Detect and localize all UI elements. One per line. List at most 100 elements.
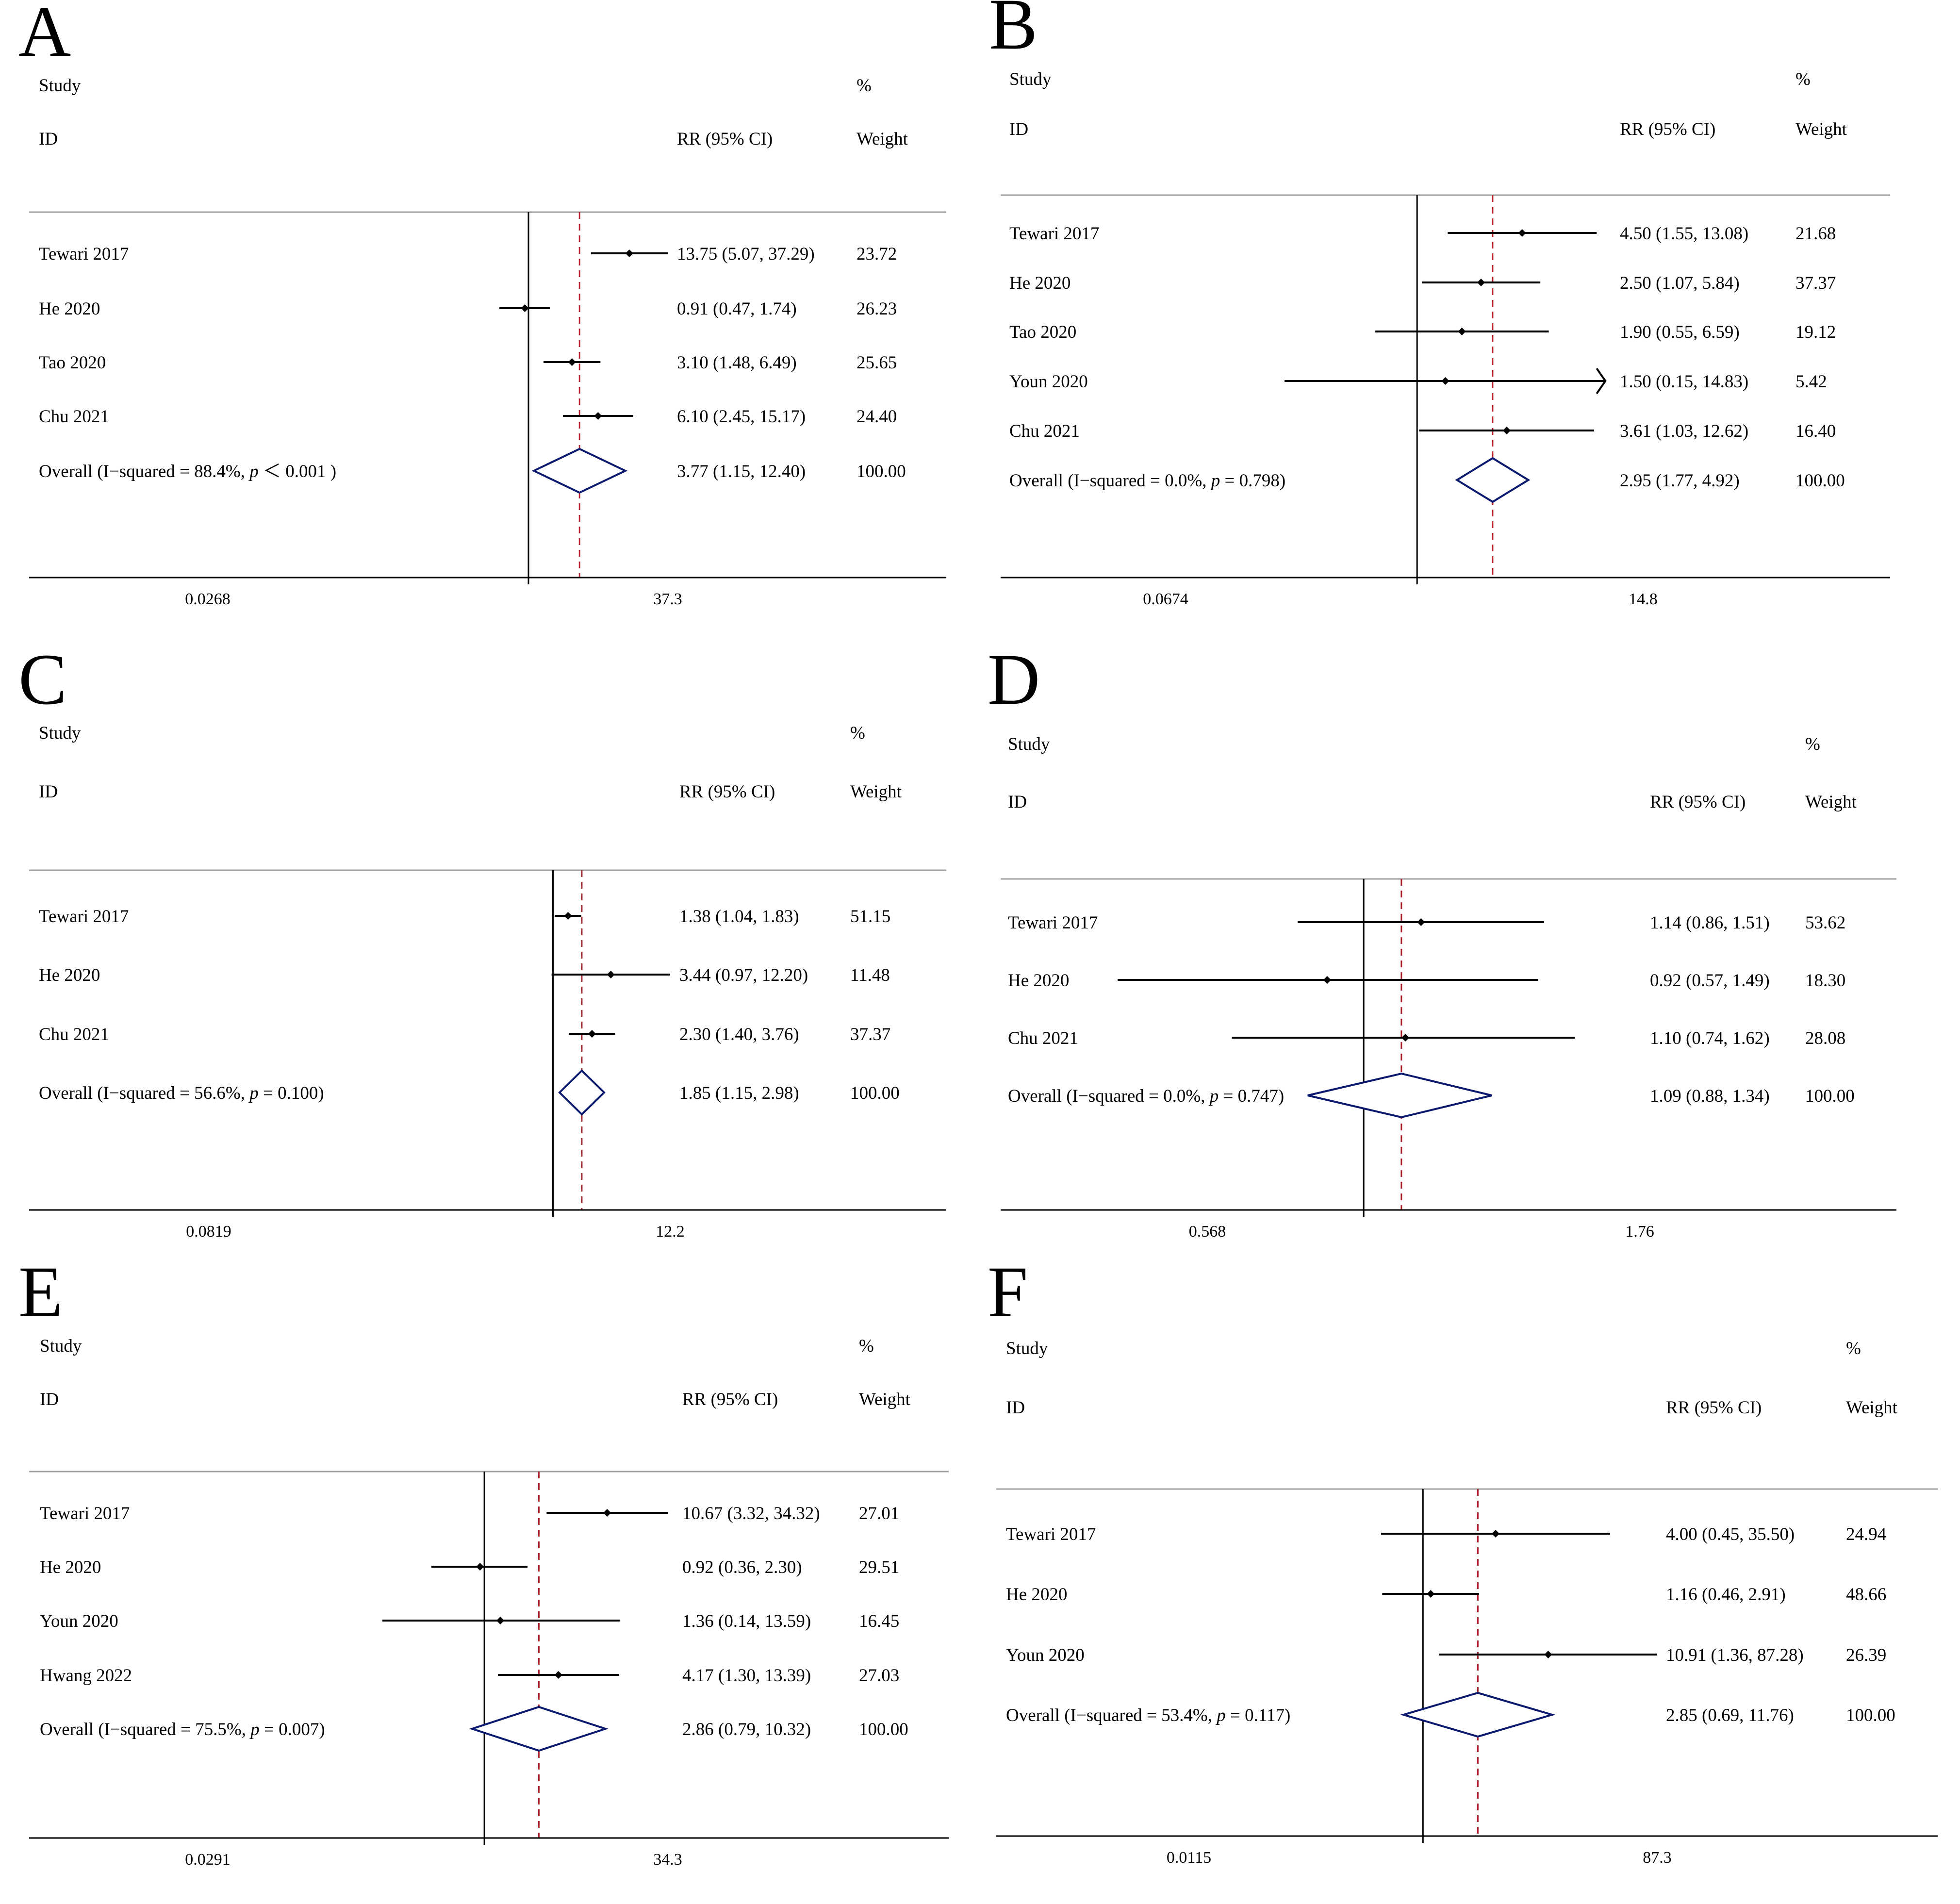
study-name: Youn 2020: [1009, 372, 1088, 392]
point-estimate: [1323, 976, 1331, 984]
header-id: ID: [39, 129, 58, 149]
overall-label: Overall (I−squared = 56.6%, p = 0.100): [39, 1083, 324, 1103]
study-weight: 21.68: [1795, 224, 1836, 244]
panel-c: C Study % ID RR (95% CI) Weight Tewari 2017 1.3…: [18, 639, 946, 1241]
study-weight: 51.15: [850, 907, 890, 927]
point-estimate: [496, 1617, 504, 1624]
study-name: He 2020: [1008, 971, 1069, 991]
header-effect: RR (95% CI): [1666, 1398, 1762, 1418]
study-name: Hwang 2022: [40, 1666, 132, 1686]
overall-diamond: [469, 1705, 609, 1752]
overall-effect-label: 3.77 (1.15, 12.40): [677, 462, 806, 481]
header-study: Study: [1008, 734, 1050, 754]
study-weight: 5.42: [1795, 372, 1827, 392]
study-weight: 26.39: [1846, 1645, 1886, 1665]
study-effect-label: 1.14 (0.86, 1.51): [1650, 913, 1770, 933]
panel-letter: E: [18, 1252, 63, 1332]
x-tick-label: 12.2: [656, 1223, 685, 1241]
point-estimate: [603, 1509, 611, 1517]
study-name: Tewari 2017: [39, 907, 129, 927]
study-effect-label: 1.38 (1.04, 1.83): [679, 907, 799, 927]
header-percent: %: [850, 723, 865, 743]
study-name: Tewari 2017: [39, 244, 129, 264]
study-weight: 26.23: [856, 299, 897, 319]
panel-d: D Study % ID RR (95% CI) Weight Tewari 2017 1.1…: [988, 639, 1896, 1241]
header-id: ID: [1008, 792, 1027, 812]
study-effect-label: 13.75 (5.07, 37.29): [677, 244, 815, 264]
point-estimate: [1417, 918, 1425, 926]
overall-weight: 100.00: [850, 1083, 900, 1103]
study-name: He 2020: [40, 1557, 101, 1577]
panel-letter: D: [988, 639, 1040, 720]
header-percent: %: [1805, 734, 1820, 754]
study-effect-label: 3.10 (1.48, 6.49): [677, 353, 797, 373]
study-effect-label: 10.67 (3.32, 34.32): [682, 1504, 820, 1523]
overall-weight: 100.00: [856, 462, 906, 481]
study-weight: 25.65: [856, 353, 897, 373]
x-tick-label: 0.568: [1189, 1223, 1226, 1241]
point-estimate: [554, 1671, 562, 1679]
panel-f: F Study % ID RR (95% CI) Weight Tewari 2017 4.0…: [988, 1252, 1938, 1867]
study-weight: 16.40: [1795, 421, 1836, 441]
study-weight: 48.66: [1846, 1585, 1886, 1605]
x-tick-label: 0.0819: [186, 1223, 231, 1241]
study-effect-label: 1.16 (0.46, 2.91): [1666, 1585, 1786, 1605]
header-study: Study: [40, 1336, 82, 1356]
point-estimate: [1401, 1034, 1410, 1042]
study-effect-label: 0.91 (0.47, 1.74): [677, 299, 797, 319]
study-effect-label: 10.91 (1.36, 87.28): [1666, 1645, 1804, 1665]
header-percent: %: [1846, 1339, 1861, 1358]
study-name: He 2020: [39, 965, 100, 985]
header-effect: RR (95% CI): [677, 129, 773, 149]
x-tick-label: 0.0115: [1167, 1849, 1211, 1867]
point-estimate: [568, 358, 576, 366]
study-effect-label: 4.00 (0.45, 35.50): [1666, 1524, 1795, 1544]
point-estimate: [1427, 1590, 1435, 1598]
point-estimate: [521, 304, 529, 312]
header-effect: RR (95% CI): [1620, 119, 1715, 139]
overall-diamond: [1455, 457, 1531, 503]
header-id: ID: [40, 1390, 59, 1409]
overall-effect-label: 2.85 (0.69, 11.76): [1666, 1705, 1794, 1725]
point-estimate: [476, 1563, 484, 1571]
point-estimate: [588, 1030, 596, 1038]
overall-label: Overall (I−squared = 75.5%, p = 0.007): [40, 1720, 325, 1739]
panel-a: A Study % ID RR (95% CI) Weight Tewari 2017 13.…: [18, 0, 946, 608]
study-effect-label: 1.90 (0.55, 6.59): [1620, 322, 1740, 342]
overall-diamond: [1307, 1072, 1492, 1119]
study-name: He 2020: [1009, 273, 1071, 293]
study-weight: 23.72: [856, 244, 897, 264]
study-weight: 37.37: [1795, 273, 1836, 293]
study-weight: 18.30: [1805, 971, 1845, 991]
overall-diamond: [1400, 1691, 1556, 1738]
overall-effect-label: 2.95 (1.77, 4.92): [1620, 471, 1740, 491]
header-weight: Weight: [1795, 119, 1847, 139]
study-effect-label: 6.10 (2.45, 15.17): [677, 407, 806, 427]
point-estimate: [607, 971, 615, 978]
point-estimate: [594, 412, 602, 420]
header-weight: Weight: [1805, 792, 1857, 812]
header-weight: Weight: [850, 782, 902, 802]
panel-letter: C: [18, 639, 67, 720]
study-weight: 19.12: [1795, 322, 1836, 342]
overall-effect-label: 1.09 (0.88, 1.34): [1650, 1086, 1770, 1106]
study-weight: 24.94: [1846, 1524, 1886, 1544]
study-name: Tewari 2017: [1008, 913, 1098, 933]
header-weight: Weight: [856, 129, 908, 149]
header-study: Study: [1006, 1339, 1048, 1358]
panel-letter: B: [989, 0, 1038, 65]
point-estimate: [1502, 427, 1511, 434]
overall-weight: 100.00: [1846, 1705, 1895, 1725]
header-study: Study: [1009, 69, 1052, 89]
study-effect-label: 2.30 (1.40, 3.76): [679, 1025, 799, 1044]
overall-weight: 100.00: [1805, 1086, 1855, 1106]
study-effect-label: 4.50 (1.55, 13.08): [1620, 224, 1748, 244]
overall-effect-label: 2.86 (0.79, 10.32): [682, 1720, 811, 1739]
overall-diamond: [558, 1069, 606, 1116]
ci-arrow: [1596, 367, 1607, 395]
point-estimate: [1441, 377, 1449, 385]
x-tick-label: 1.76: [1625, 1223, 1654, 1241]
header-weight: Weight: [1846, 1398, 1898, 1418]
study-name: Chu 2021: [39, 1025, 109, 1044]
